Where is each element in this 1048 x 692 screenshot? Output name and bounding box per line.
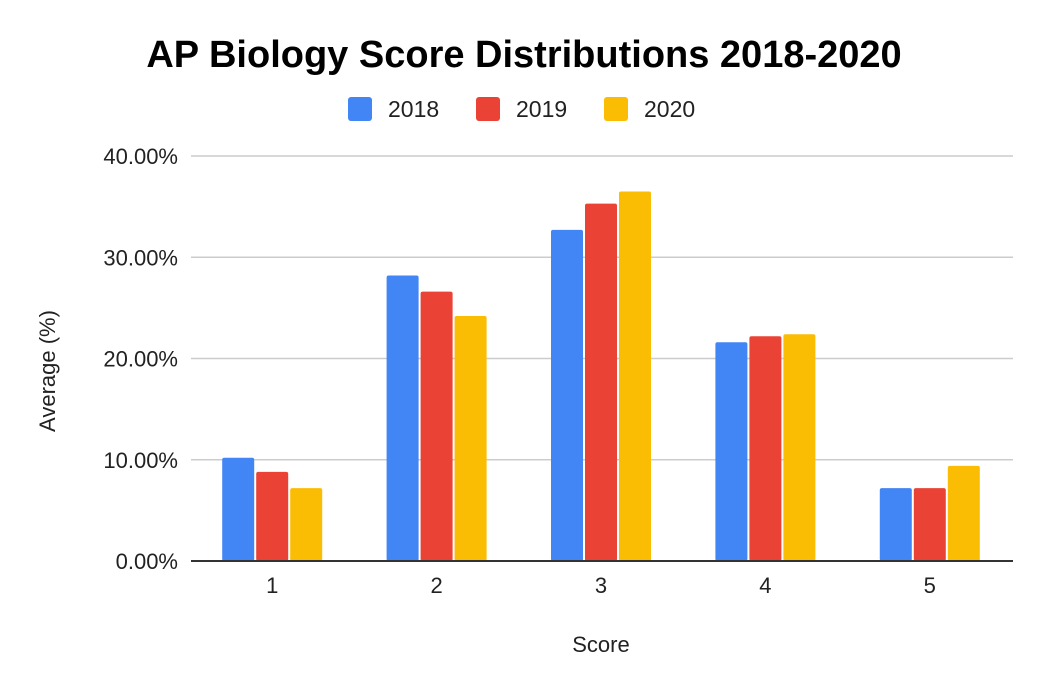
bar-2018-score-4 xyxy=(715,342,748,561)
y-tick-label: 10.00% xyxy=(103,448,178,473)
chart-title: AP Biology Score Distributions 2018-2020 xyxy=(146,34,901,76)
bar-2018-score-3 xyxy=(551,229,583,561)
bar-2019-score-2 xyxy=(420,291,453,561)
bar-2019-score-3 xyxy=(585,203,617,561)
legend-swatch-2020 xyxy=(604,97,628,121)
x-tick-label: 1 xyxy=(266,573,278,598)
bar-2019-score-5 xyxy=(913,488,946,561)
x-tick-label: 5 xyxy=(924,573,936,598)
x-axis-ticks: 1 2 3 4 5 xyxy=(266,573,936,598)
legend-label-2020: 2020 xyxy=(644,96,695,122)
bar-2019-score-4 xyxy=(749,336,782,561)
bar-2019-score-1 xyxy=(256,471,289,561)
legend-label-2019: 2019 xyxy=(516,96,567,122)
y-axis-ticks: 0.00% 10.00% 20.00% 30.00% 40.00% xyxy=(103,144,178,574)
bar-2020-score-4 xyxy=(783,334,816,561)
x-axis-label: Score xyxy=(572,632,629,657)
y-tick-label: 30.00% xyxy=(103,245,178,270)
y-tick-label: 40.00% xyxy=(103,144,178,169)
bar-2018-score-1 xyxy=(222,457,255,561)
y-tick-label: 20.00% xyxy=(103,347,178,372)
x-tick-label: 3 xyxy=(595,573,607,598)
bar-2018-score-5 xyxy=(879,488,912,561)
y-tick-label: 0.00% xyxy=(116,549,178,574)
x-tick-label: 2 xyxy=(430,573,442,598)
bar-2020-score-3 xyxy=(619,191,651,561)
legend-label-2018: 2018 xyxy=(388,96,439,122)
bar-2020-score-2 xyxy=(454,315,487,561)
x-tick-label: 4 xyxy=(759,573,771,598)
bar-2018-score-2 xyxy=(386,275,419,561)
bar-2020-score-5 xyxy=(947,465,980,561)
legend-swatch-2018 xyxy=(348,97,372,121)
y-axis-label: Average (%) xyxy=(35,310,60,432)
bars xyxy=(222,191,980,561)
legend: 2018 2019 2020 xyxy=(348,96,695,122)
legend-swatch-2019 xyxy=(476,97,500,121)
bar-2020-score-1 xyxy=(290,488,323,561)
